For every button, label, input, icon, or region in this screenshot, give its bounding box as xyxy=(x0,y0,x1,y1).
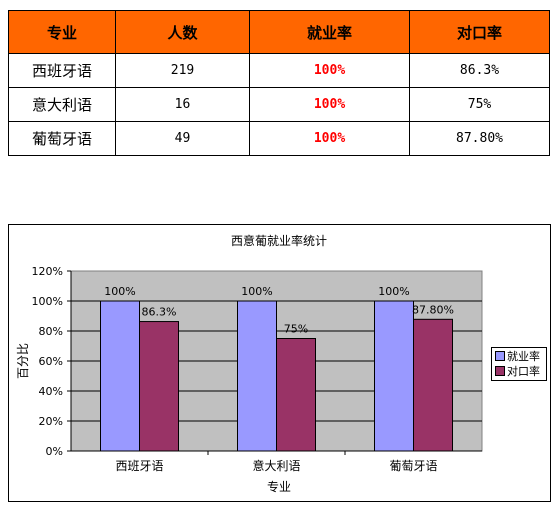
y-tick-label: 120% xyxy=(32,265,63,278)
y-tick-label: 60% xyxy=(39,355,63,368)
bar-chart: 0% 20% 40% 60% 80% 100% 120% 100% 86.3% 西班牙语 100% 7… xyxy=(16,233,483,494)
y-tick-label: 80% xyxy=(39,325,63,338)
cell-employment-rate: 100% xyxy=(249,87,410,122)
header-match-rate: 对口率 xyxy=(409,10,550,54)
y-tick-label: 100% xyxy=(32,295,63,308)
cell-employment-rate: 100% xyxy=(249,121,410,156)
cell-count: 49 xyxy=(115,121,250,156)
cell-match-rate: 86.3% xyxy=(409,53,550,88)
header-count: 人数 xyxy=(115,10,250,54)
chart-title: 西意葡就业率统计 xyxy=(231,233,327,248)
table-row: 西班牙语 219 100% 86.3% xyxy=(8,53,550,88)
cell-match-rate: 75% xyxy=(409,87,550,122)
bar xyxy=(374,300,414,452)
chart-container: 0% 20% 40% 60% 80% 100% 120% 100% 86.3% 西班牙语 100% 7… xyxy=(8,224,551,502)
data-label: 100% xyxy=(241,285,272,298)
stats-table: 专业 人数 就业率 对口率 西班牙语 219 100% 86.3% 意大利语 1… xyxy=(8,10,550,156)
cell-count: 16 xyxy=(115,87,250,122)
bar xyxy=(237,300,277,452)
y-tick-label: 0% xyxy=(46,445,63,458)
data-label: 100% xyxy=(378,285,409,298)
bar xyxy=(413,318,453,452)
data-label: 100% xyxy=(104,285,135,298)
chart-legend: 就业率 对口率 xyxy=(491,347,547,381)
header-major: 专业 xyxy=(8,10,116,54)
cell-count: 219 xyxy=(115,53,250,88)
cell-major: 意大利语 xyxy=(8,87,116,122)
table-row: 意大利语 16 100% 75% xyxy=(8,87,550,122)
legend-label: 对口率 xyxy=(507,364,540,378)
legend-swatch xyxy=(495,365,505,376)
y-axis-title: 百分比 xyxy=(16,343,30,379)
cell-match-rate: 87.80% xyxy=(409,121,550,156)
legend-label: 就业率 xyxy=(507,349,540,363)
y-tick-label: 20% xyxy=(39,415,63,428)
x-tick-label: 葡萄牙语 xyxy=(389,459,437,473)
y-tick-label: 40% xyxy=(39,385,63,398)
x-tick-label: 西班牙语 xyxy=(115,459,163,473)
data-label: 75% xyxy=(284,323,308,336)
bar xyxy=(276,338,316,452)
legend-item: 对口率 xyxy=(492,363,546,378)
cell-major: 葡萄牙语 xyxy=(8,121,116,156)
header-employment-rate: 就业率 xyxy=(249,10,410,54)
cell-major: 西班牙语 xyxy=(8,53,116,88)
bar xyxy=(139,321,179,452)
data-label: 86.3% xyxy=(142,306,177,319)
table-row: 葡萄牙语 49 100% 87.80% xyxy=(8,121,550,156)
cell-employment-rate: 100% xyxy=(249,53,410,88)
data-label: 87.80% xyxy=(412,303,454,316)
x-tick-label: 意大利语 xyxy=(252,458,300,473)
legend-swatch xyxy=(495,350,505,361)
x-axis-title: 专业 xyxy=(267,479,291,494)
table-header-row: 专业 人数 就业率 对口率 xyxy=(8,10,550,54)
legend-item: 就业率 xyxy=(492,348,546,363)
bar xyxy=(100,300,140,452)
